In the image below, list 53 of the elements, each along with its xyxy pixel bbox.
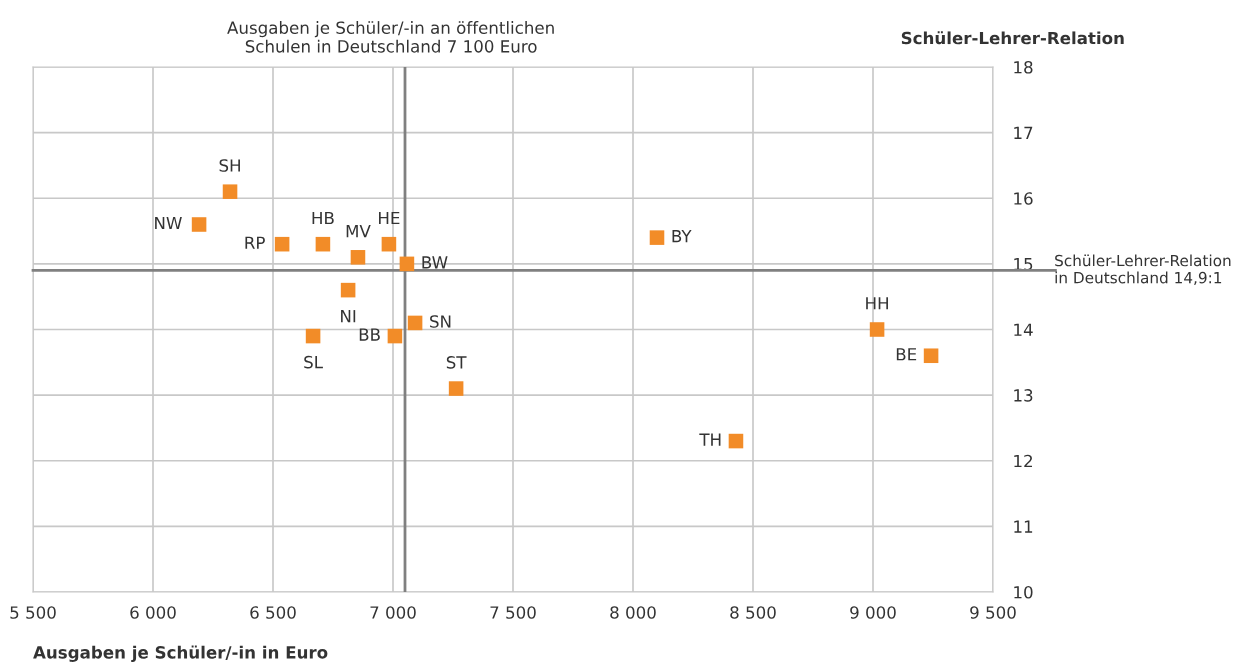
annotation: HB [312,211,334,225]
x-tick-label: 6 000 [130,606,176,619]
point [381,236,397,252]
y-tick-label: 14 [1014,323,1033,336]
annotation: BW [422,256,448,269]
annotation: HH [866,297,888,310]
annotation: TH [699,433,721,446]
point [274,236,290,252]
point [869,322,885,337]
y-tick-label: 12 [1014,454,1032,468]
point [399,256,415,272]
annotation: RP [245,236,265,249]
annotation: HE [379,211,400,225]
point [222,184,238,199]
point [315,236,331,252]
x-tick-label: 9 500 [970,606,1016,619]
x-tick-label: 8 500 [730,606,776,619]
point [407,315,423,331]
point [340,282,356,298]
annotation: MV [346,225,371,238]
y-tick-label: 16 [1014,192,1033,205]
annotation: SL [304,355,323,369]
annotation: SN [430,315,451,328]
annotation: BE [896,348,917,361]
x-tick-label: 7 000 [370,606,416,619]
point [387,328,403,344]
annotation: ST [446,356,467,369]
annotation: NI [341,310,356,323]
ref-line-label: Ausgaben je Schüler/-in an öffentlichen Schulen in Deutschland 7 100 Euro [227,21,554,53]
x-tick-label: 6 500 [250,606,296,619]
y-tick-label: 18 [1014,60,1033,74]
x-axis-title: Ausgaben je Schüler/-in in Euro [33,645,328,662]
x-tick-label: 8 000 [610,606,656,619]
annotation: BB [359,328,380,341]
annotation: NW [155,216,182,230]
ref-line-label: Schüler-Lehrer-Relation in Deutschland 14,9:1 [1055,254,1231,285]
point [649,230,665,245]
point [728,433,744,449]
point [448,381,464,396]
annotation: BY [672,230,692,243]
y-tick-label: 17 [1014,126,1033,139]
point [923,348,939,364]
y-tick-label: 10 [1014,585,1033,599]
point [191,217,207,232]
x-tick-label: 9 000 [850,606,896,619]
point [305,328,321,344]
y-axis-title: Schüler-Lehrer-Relation [901,31,1124,45]
y-tick-label: 11 [1014,520,1033,533]
x-tick-label: 7 500 [490,606,536,619]
annotation: SH [219,159,240,172]
point [350,250,366,265]
x-tick-label: 5 500 [10,606,56,619]
y-tick-label: 13 [1014,389,1033,402]
